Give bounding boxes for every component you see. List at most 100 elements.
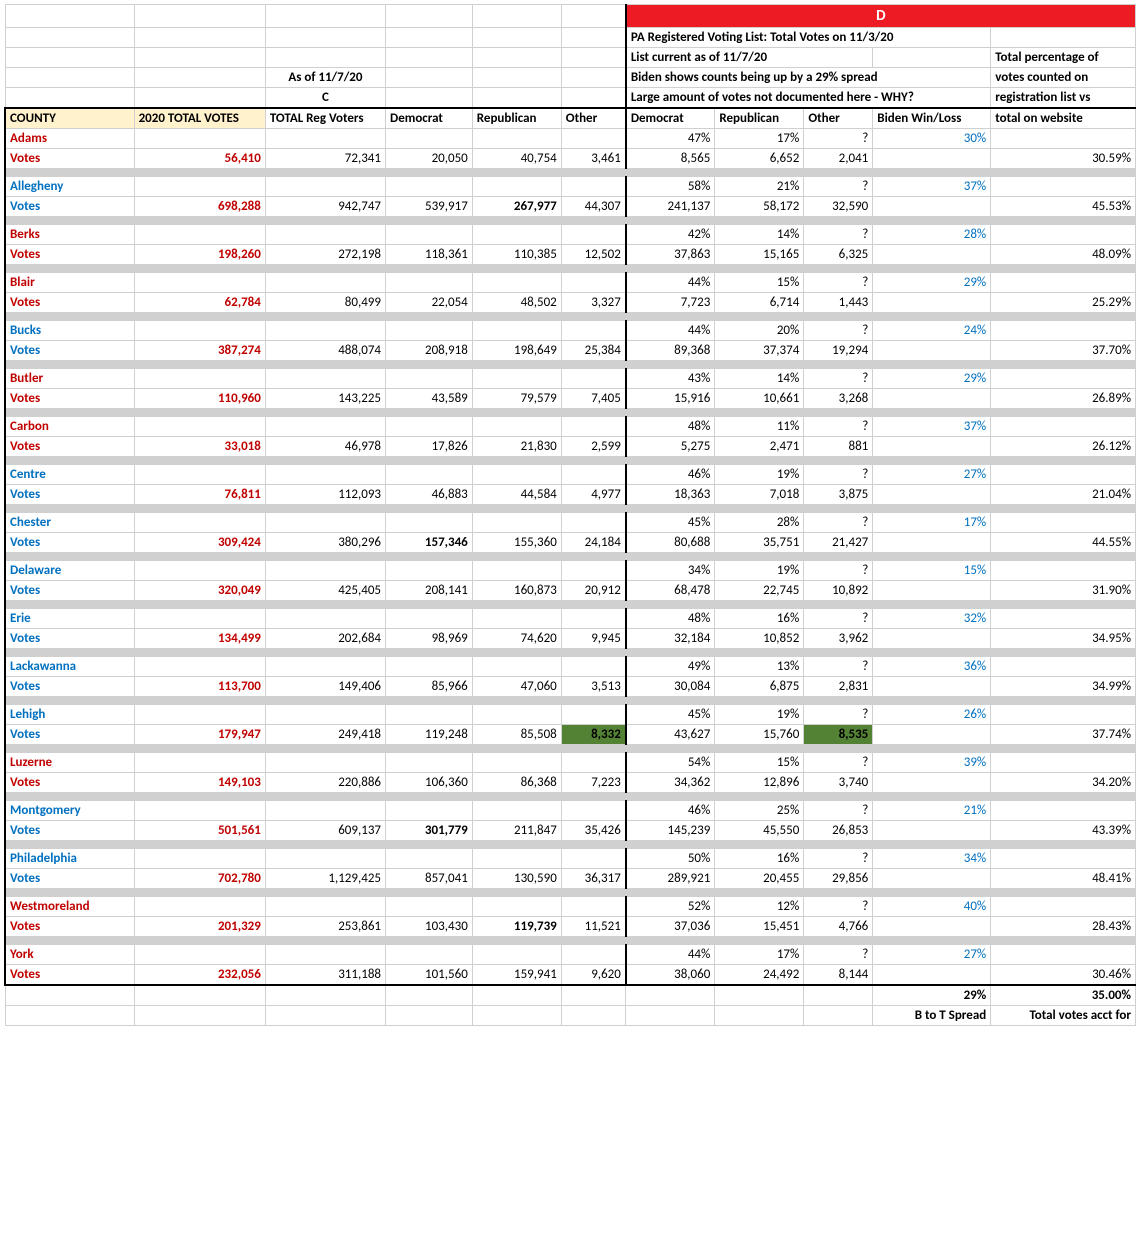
rep-votes-2: 12,896 bbox=[715, 773, 804, 793]
dem-votes: 118,361 bbox=[386, 245, 473, 265]
rep-votes-2: 7,018 bbox=[715, 485, 804, 505]
col-biden-wl: Biden Win/Loss bbox=[873, 108, 991, 129]
pct-rep: 19% bbox=[715, 561, 804, 581]
other-votes-2: 21,427 bbox=[804, 533, 873, 553]
dem-votes-2: 145,239 bbox=[626, 821, 715, 841]
votes-label: Votes bbox=[5, 869, 134, 889]
pct-dem: 58% bbox=[626, 177, 715, 197]
rep-votes-2: 20,455 bbox=[715, 869, 804, 889]
total-votes: 232,056 bbox=[134, 965, 265, 986]
reg-voters: 72,341 bbox=[265, 149, 385, 169]
footer-pct-a: 29% bbox=[873, 985, 991, 1006]
rep-votes: 74,620 bbox=[472, 629, 561, 649]
pct-dem: 44% bbox=[626, 321, 715, 341]
total-votes: 76,811 bbox=[134, 485, 265, 505]
pct-other: ? bbox=[804, 129, 873, 149]
reg-voters: 1,129,425 bbox=[265, 869, 385, 889]
pct-rep: 16% bbox=[715, 849, 804, 869]
reg-voters: 249,418 bbox=[265, 725, 385, 745]
total-votes: 309,424 bbox=[134, 533, 265, 553]
votes-label: Votes bbox=[5, 677, 134, 697]
rep-votes: 110,385 bbox=[472, 245, 561, 265]
votes-label: Votes bbox=[5, 485, 134, 505]
other-votes: 44,307 bbox=[561, 197, 626, 217]
dem-votes-2: 34,362 bbox=[626, 773, 715, 793]
votes-label: Votes bbox=[5, 581, 134, 601]
reg-voters: 253,861 bbox=[265, 917, 385, 937]
pct-total: 31.90% bbox=[991, 581, 1136, 601]
county-name: Butler bbox=[5, 369, 134, 389]
pct-total: 37.74% bbox=[991, 725, 1136, 745]
pct-other: ? bbox=[804, 945, 873, 965]
total-votes: 320,049 bbox=[134, 581, 265, 601]
total-votes: 113,700 bbox=[134, 677, 265, 697]
county-name: Westmoreland bbox=[5, 897, 134, 917]
dem-votes-2: 37,036 bbox=[626, 917, 715, 937]
other-votes-2: 10,892 bbox=[804, 581, 873, 601]
pct-total: 30.46% bbox=[991, 965, 1136, 986]
other-votes-2: 3,740 bbox=[804, 773, 873, 793]
biden-win-loss: 24% bbox=[873, 321, 991, 341]
other-votes-2: 6,325 bbox=[804, 245, 873, 265]
pct-rep: 17% bbox=[715, 945, 804, 965]
votes-label: Votes bbox=[5, 917, 134, 937]
dem-votes-2: 68,478 bbox=[626, 581, 715, 601]
col-republican-2: Republican bbox=[715, 108, 804, 129]
dem-votes: 98,969 bbox=[386, 629, 473, 649]
dem-votes: 539,917 bbox=[386, 197, 473, 217]
other-votes: 9,945 bbox=[561, 629, 626, 649]
pct-other: ? bbox=[804, 897, 873, 917]
biden-win-loss: 29% bbox=[873, 273, 991, 293]
total-votes: 387,274 bbox=[134, 341, 265, 361]
pct-rep: 15% bbox=[715, 273, 804, 293]
pct-total: 26.12% bbox=[991, 437, 1136, 457]
pct-other: ? bbox=[804, 609, 873, 629]
rep-votes: 86,368 bbox=[472, 773, 561, 793]
dem-votes: 157,346 bbox=[386, 533, 473, 553]
pct-rep: 15% bbox=[715, 753, 804, 773]
pct-dem: 44% bbox=[626, 273, 715, 293]
rep-votes-2: 22,745 bbox=[715, 581, 804, 601]
total-votes: 198,260 bbox=[134, 245, 265, 265]
col-other-2: Other bbox=[804, 108, 873, 129]
biden-win-loss: 15% bbox=[873, 561, 991, 581]
pct-total: 25.29% bbox=[991, 293, 1136, 313]
county-name: York bbox=[5, 945, 134, 965]
other-votes: 7,223 bbox=[561, 773, 626, 793]
pct-total: 34.95% bbox=[991, 629, 1136, 649]
biden-win-loss: 29% bbox=[873, 369, 991, 389]
reg-voters: 46,978 bbox=[265, 437, 385, 457]
pct-total: 30.59% bbox=[991, 149, 1136, 169]
reg-voters: 380,296 bbox=[265, 533, 385, 553]
pct-rep: 14% bbox=[715, 225, 804, 245]
other-votes: 8,332 bbox=[561, 725, 626, 745]
rep-votes: 160,873 bbox=[472, 581, 561, 601]
pa-voting-list-title: PA Registered Voting List: Total Votes o… bbox=[626, 28, 991, 48]
other-votes-2: 19,294 bbox=[804, 341, 873, 361]
pct-rep: 17% bbox=[715, 129, 804, 149]
why-note: Large amount of votes not documented her… bbox=[626, 88, 991, 109]
other-votes: 12,502 bbox=[561, 245, 626, 265]
reg-voters: 220,886 bbox=[265, 773, 385, 793]
other-votes-2: 26,853 bbox=[804, 821, 873, 841]
pct-total: 34.99% bbox=[991, 677, 1136, 697]
other-votes: 36,317 bbox=[561, 869, 626, 889]
county-name: Montgomery bbox=[5, 801, 134, 821]
pct-dem: 54% bbox=[626, 753, 715, 773]
votes-label: Votes bbox=[5, 965, 134, 986]
other-votes-2: 4,766 bbox=[804, 917, 873, 937]
total-votes: 501,561 bbox=[134, 821, 265, 841]
rep-votes-2: 15,760 bbox=[715, 725, 804, 745]
rep-votes-2: 45,550 bbox=[715, 821, 804, 841]
pct-dem: 48% bbox=[626, 417, 715, 437]
dem-votes: 20,050 bbox=[386, 149, 473, 169]
rep-votes: 40,754 bbox=[472, 149, 561, 169]
biden-win-loss: 30% bbox=[873, 129, 991, 149]
rep-votes-2: 2,471 bbox=[715, 437, 804, 457]
votes-label: Votes bbox=[5, 821, 134, 841]
pct-dem: 34% bbox=[626, 561, 715, 581]
county-name: Adams bbox=[5, 129, 134, 149]
county-name: Lackawanna bbox=[5, 657, 134, 677]
pct-other: ? bbox=[804, 273, 873, 293]
pct-dem: 43% bbox=[626, 369, 715, 389]
